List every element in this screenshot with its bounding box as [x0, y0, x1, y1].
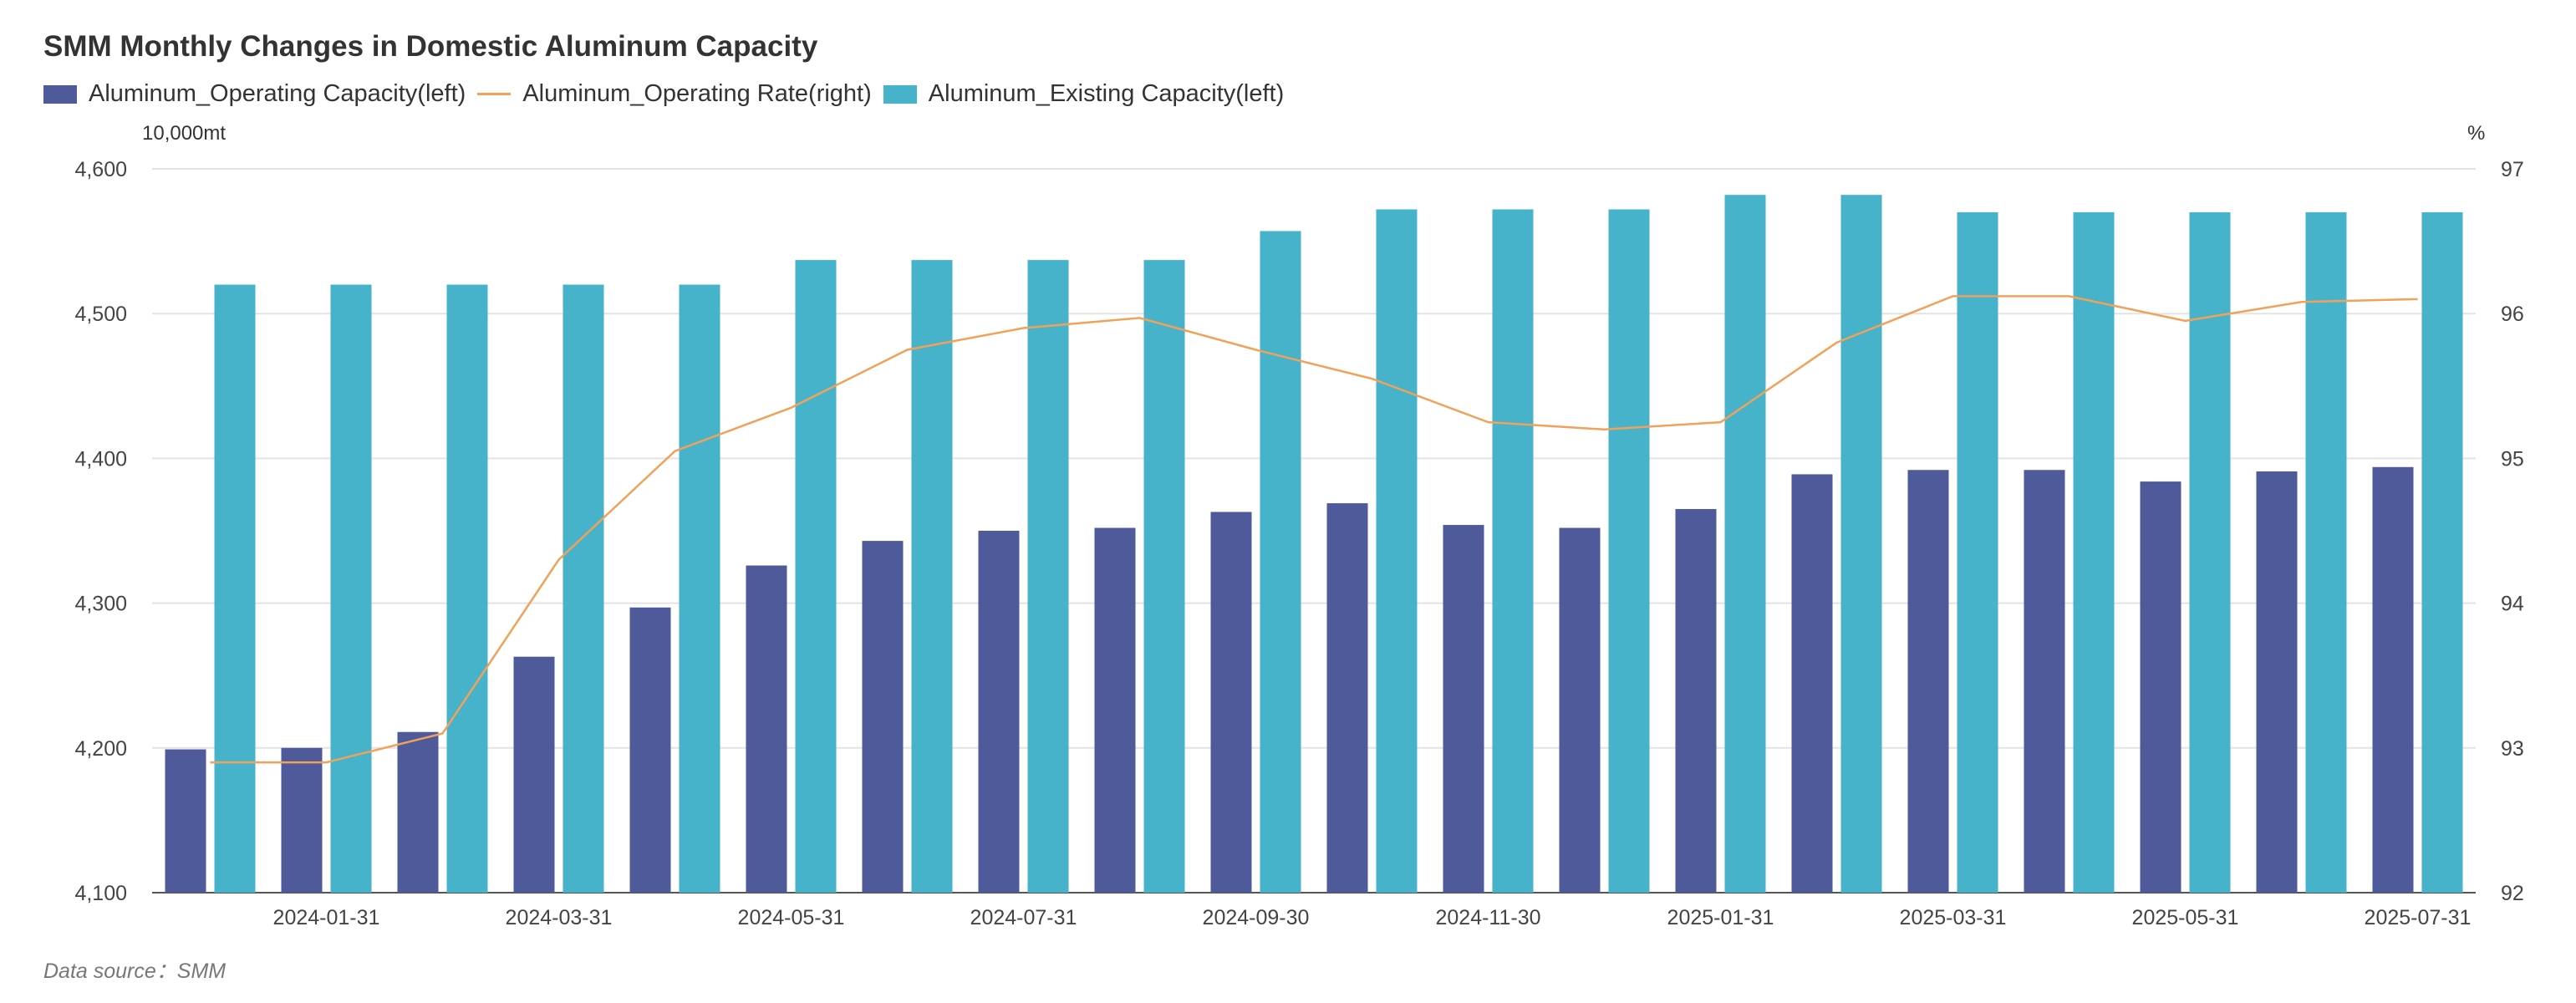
bar-operating-capacity [1443, 525, 1484, 893]
y-tick-label-left: 4,100 [74, 882, 127, 905]
legend-swatch-existing-capacity [883, 84, 917, 104]
legend-label-operating-capacity: Aluminum_Operating Capacity(left) [89, 80, 466, 107]
bar-existing-capacity [1143, 260, 1185, 894]
x-tick-label: 2025-03-31 [1900, 906, 2007, 929]
legend-label-operating-rate: Aluminum_Operating Rate(right) [522, 80, 872, 107]
right-axis-unit: % [2467, 122, 2486, 145]
bar-existing-capacity [214, 284, 256, 893]
bar-existing-capacity [1724, 195, 1766, 893]
legend-swatch-operating-capacity [43, 84, 77, 104]
y-tick-label-left: 4,500 [74, 303, 127, 326]
x-tick-label: 2024-07-31 [970, 906, 1077, 929]
bar-existing-capacity [330, 284, 372, 893]
bar-existing-capacity [563, 284, 604, 893]
bar-operating-capacity [1791, 474, 1833, 893]
x-tick-label: 2024-03-31 [506, 906, 613, 929]
data-source: Data source：SMM [43, 960, 227, 983]
y-tick-label-left: 4,300 [74, 593, 127, 616]
legend-item-operating-rate[interactable]: Aluminum_Operating Rate(right) [477, 80, 872, 108]
bar-operating-capacity [629, 607, 671, 893]
x-tick-label: 2025-01-31 [1667, 906, 1774, 929]
bar-operating-capacity [2140, 481, 2181, 893]
legend-label-existing-capacity: Aluminum_Existing Capacity(left) [928, 80, 1285, 107]
bar-existing-capacity [911, 260, 953, 894]
y-tick-label-right: 96 [2501, 303, 2524, 326]
y-tick-label-right: 95 [2501, 447, 2524, 471]
y-tick-label-right: 92 [2501, 882, 2524, 905]
bar-operating-capacity [2256, 471, 2298, 893]
y-tick-label-left: 4,400 [74, 447, 127, 471]
bar-operating-capacity [513, 656, 555, 893]
bar-operating-capacity [2024, 470, 2065, 893]
x-tick-label: 2024-11-30 [1435, 906, 1540, 929]
bar-existing-capacity [2305, 211, 2347, 893]
legend-swatch-operating-rate [477, 93, 512, 95]
y-tick-label-right: 97 [2501, 158, 2524, 181]
bar-operating-capacity [397, 731, 439, 893]
bar-operating-capacity [1094, 527, 1136, 893]
bar-operating-capacity [746, 565, 787, 893]
bar-existing-capacity [1840, 195, 1882, 893]
bar-operating-capacity [165, 749, 206, 893]
y-tick-label-right: 94 [2501, 593, 2524, 616]
bar-existing-capacity [2421, 211, 2463, 893]
bar-existing-capacity [1957, 211, 1998, 893]
bar-existing-capacity [2073, 211, 2115, 893]
bar-existing-capacity [446, 284, 488, 893]
bar-existing-capacity [1492, 209, 1534, 894]
bar-existing-capacity [1608, 209, 1650, 894]
legend-item-existing-capacity[interactable]: Aluminum_Existing Capacity(left) [883, 80, 1284, 108]
bar-operating-capacity [1907, 470, 1949, 893]
legend: Aluminum_Operating Capacity(left) Alumin… [43, 80, 1296, 108]
bar-operating-capacity [978, 531, 1020, 893]
bar-operating-capacity [281, 747, 323, 893]
bar-existing-capacity [1376, 209, 1418, 894]
left-axis-unit: 10,000mt [142, 122, 227, 145]
bar-operating-capacity [1559, 527, 1601, 893]
legend-item-operating-capacity[interactable]: Aluminum_Operating Capacity(left) [43, 80, 466, 108]
bar-operating-capacity [1675, 509, 1717, 893]
x-tick-label: 2025-05-31 [2132, 906, 2239, 929]
bar-existing-capacity [795, 260, 837, 894]
bar-existing-capacity [2189, 211, 2231, 893]
bar-operating-capacity [862, 541, 904, 893]
x-tick-label: 2024-05-31 [738, 906, 845, 929]
y-tick-label-left: 4,600 [74, 158, 127, 181]
chart-title: SMM Monthly Changes in Domestic Aluminum… [43, 30, 818, 63]
bar-operating-capacity [1210, 512, 1252, 893]
line-operating-rate [210, 295, 2418, 764]
bar-existing-capacity [679, 284, 720, 893]
bar-operating-capacity [1326, 503, 1368, 893]
bar-existing-capacity [1027, 260, 1069, 894]
x-tick-label: 2024-09-30 [1203, 906, 1310, 929]
bar-existing-capacity [1260, 231, 1301, 893]
y-tick-label-right: 93 [2501, 737, 2524, 761]
bar-operating-capacity [2372, 466, 2414, 893]
x-tick-label: 2024-01-31 [273, 906, 380, 929]
x-tick-label: 2025-07-31 [2365, 906, 2472, 929]
y-tick-label-left: 4,200 [74, 737, 127, 761]
